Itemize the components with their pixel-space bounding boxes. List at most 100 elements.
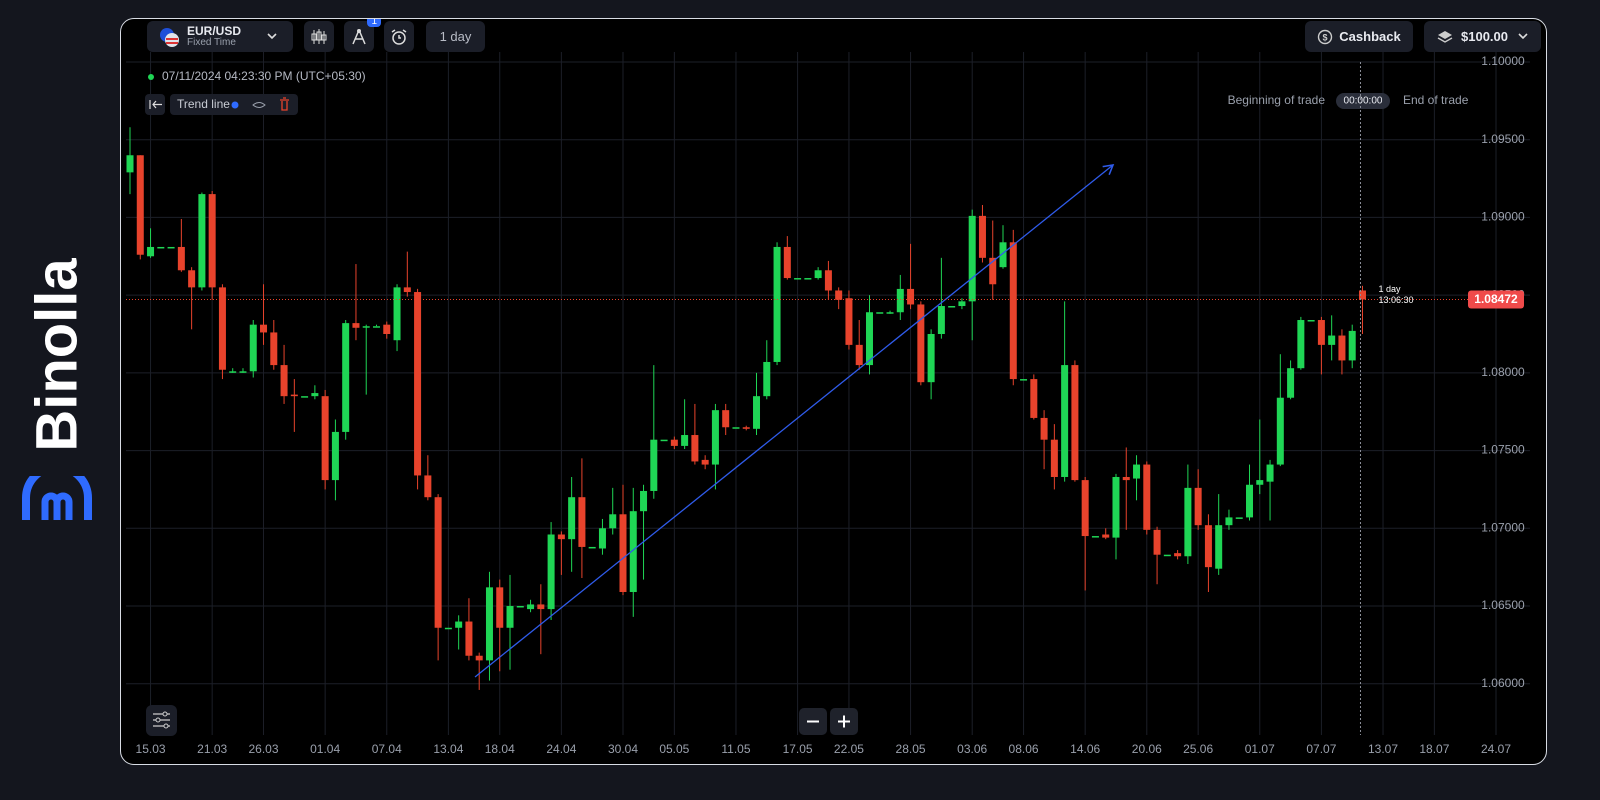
y-tick-label: 1.08000 [1481,365,1525,379]
candle-body [1061,365,1069,477]
y-tick-label: 1.09000 [1481,210,1525,224]
candle-body [362,326,370,328]
collapse-icon [149,100,162,109]
asset-selector[interactable]: EUR/USD Fixed Time [147,21,293,52]
candle-body [722,410,730,428]
candle-body [342,323,350,432]
candle-body [1215,525,1223,569]
candle-body [999,242,1007,268]
candle-body [1030,379,1038,418]
timeframe-button[interactable]: 1 day [426,21,485,52]
candle-body [301,396,309,398]
candle-body [424,475,432,498]
candle-body [1317,320,1325,345]
candle-body [167,246,175,249]
candle-body [1256,480,1264,485]
asset-name: EUR/USD [187,23,242,38]
candle-body [1358,290,1366,300]
svg-text:$: $ [1323,32,1328,42]
candle-body [1307,320,1315,322]
candle-body [609,514,617,529]
candle-body [660,439,668,442]
candle-body [516,605,524,608]
x-tick-label: 01.07 [1245,742,1275,756]
candle-body [1009,242,1017,380]
candle-body [455,621,463,628]
trade-timer: 00:00:00 [1344,96,1383,107]
x-tick-label: 20.06 [1132,742,1162,756]
candle-body [824,270,832,291]
candle-body [434,497,442,628]
candle-body [1246,484,1254,518]
price-tag [1468,290,1524,309]
balance-button[interactable]: $100.00 [1424,21,1541,52]
candle-body [1297,320,1305,369]
candle-body [280,365,288,397]
x-tick-label: 07.04 [372,742,402,756]
x-tick-label: 03.06 [957,742,987,756]
candle-body [794,278,802,280]
candle-body [783,246,791,279]
candle-body [865,312,873,366]
x-tick-label: 01.04 [310,742,340,756]
countdown: 13:06:30 [1378,295,1413,305]
candle-body [968,215,976,302]
alarm-icon [391,28,407,45]
candles-icon [311,28,327,44]
live-dot [148,74,154,80]
chart-type-button[interactable] [304,21,334,52]
x-tick-label: 26.03 [249,742,279,756]
candle-body [352,323,360,328]
y-tick-label: 1.06000 [1481,676,1525,690]
timer-pill [1336,93,1390,109]
chevron [1518,32,1528,39]
trend-line[interactable] [474,164,1115,678]
x-tick-label: 13.07 [1368,742,1398,756]
x-tick-label: 15.03 [136,742,166,756]
x-tick-label: 18.07 [1419,742,1449,756]
flag-icon [160,27,179,47]
y-tick-label: 1.09500 [1481,132,1525,146]
candle-body [845,298,853,345]
asset-mode: Fixed Time [187,36,236,48]
compass-icon [352,28,366,44]
candle-body [239,371,247,373]
candle-body [907,288,915,305]
trade-start: Beginning of trade [1228,93,1326,107]
candle-body [198,194,206,288]
candle-body [475,655,483,661]
y-tick-label: 1.07500 [1481,443,1525,457]
candle-body [1328,335,1336,345]
candle-body [753,396,761,429]
candle-body [619,514,627,593]
candle-body [444,627,452,630]
candle-body [1338,335,1346,361]
drawing-tool[interactable]: Trend line [177,97,230,111]
cashback-label: Cashback [1339,29,1401,44]
candle-body [321,396,329,481]
candle-body [568,497,576,540]
candle-body [331,431,339,481]
candle-body [773,246,781,362]
y-tick-label: 1.06500 [1481,598,1525,612]
candle-body [208,194,216,288]
candle-body [711,410,719,465]
delete-icon[interactable] [280,97,289,111]
visibility-icon[interactable] [252,102,266,108]
candle-body [537,604,545,610]
candle-body [270,332,278,366]
cashback-button[interactable]: $ Cashback [1305,21,1413,52]
candle-body [1348,330,1356,361]
alerts-button[interactable] [384,21,414,52]
candle-body [670,439,678,446]
drawing-color[interactable] [231,101,239,109]
candle-body [1204,525,1212,568]
candle-body [506,605,514,628]
candle-body [1143,464,1151,530]
candle-body [1163,554,1171,557]
y-tick-label: 1.10000 [1481,54,1525,68]
drawing-tools-button[interactable]: 1 [344,19,381,52]
candle-body [393,287,401,341]
cashback-icon: $ [1318,29,1333,44]
